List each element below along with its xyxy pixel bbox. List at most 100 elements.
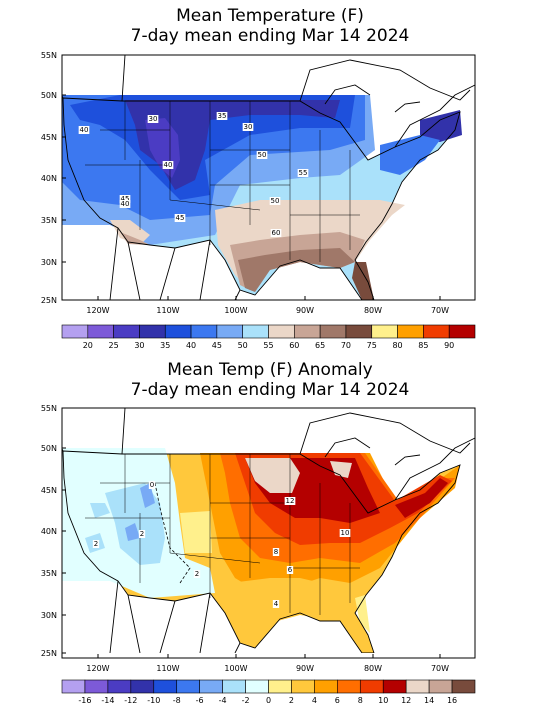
- lat-label: 55N: [41, 51, 57, 60]
- panel2-title: Mean Temp (F) Anomaly: [167, 360, 373, 380]
- legend-label: 75: [367, 341, 377, 350]
- contour-label-bg: [272, 600, 280, 608]
- legend-label: -10: [147, 696, 160, 705]
- legend-label: 8: [358, 696, 363, 705]
- contour-label-bg: [162, 161, 174, 169]
- legend-label: 35: [160, 341, 170, 350]
- lat-label: 25N: [41, 649, 57, 658]
- legend-swatch: [84, 679, 109, 694]
- panel2-contour-labels: 0 2 2 2 12 10 8 6 4: [92, 481, 351, 608]
- legend-swatch: [314, 679, 338, 694]
- contour-label: 30: [244, 123, 253, 131]
- lon-label: 110W: [156, 306, 179, 315]
- legend-label: 4: [312, 696, 317, 705]
- contour-label-bg: [216, 112, 228, 120]
- contour-label: 0: [150, 481, 154, 489]
- contour-label: 30: [149, 115, 158, 123]
- legend-swatch: [153, 679, 178, 694]
- legend-label: -4: [219, 696, 227, 705]
- contour-label: 40: [121, 200, 130, 208]
- lat-label: 35N: [41, 569, 57, 578]
- legend-label: 90: [444, 341, 454, 350]
- lat-label: 30N: [41, 258, 57, 267]
- lat-label: 55N: [41, 404, 57, 413]
- lon-label: 80W: [364, 306, 382, 315]
- contour-label-bg: [119, 200, 131, 208]
- legend-label: -16: [78, 696, 91, 705]
- lon-label: 70W: [431, 664, 449, 673]
- legend-swatch: [268, 324, 295, 339]
- legend-swatch: [216, 324, 243, 339]
- legend-swatch: [359, 679, 384, 694]
- panel1-legend: 20 25 30 35 40 45 50 55 60 65 70 75 80 85 90: [61, 324, 476, 350]
- legend-swatch: [294, 324, 321, 339]
- legend-label: 16: [447, 696, 457, 705]
- legend-label: 80: [392, 341, 402, 350]
- contour-label-bg: [174, 214, 186, 222]
- panel2-lon-labels: 120W 110W 100W 90W 80W 70W: [86, 654, 449, 673]
- legend-label: 12: [401, 696, 411, 705]
- panel1-coastlines: [62, 55, 475, 300]
- contour-label: 50: [271, 197, 280, 205]
- contour-label: 4: [274, 600, 279, 608]
- panel1-lat-labels: 55N 50N 45N 40N 35N 30N 25N: [41, 51, 66, 305]
- lon-label: 70W: [431, 306, 449, 315]
- panel2-subtitle: 7-day mean ending Mar 14 2024: [130, 380, 410, 400]
- contour-label: 45: [176, 214, 185, 222]
- legend-label: -14: [101, 696, 114, 705]
- lat-label: 30N: [41, 611, 57, 620]
- contour-label: 50: [258, 151, 267, 159]
- legend-swatch: [345, 324, 373, 339]
- contour-label-bg: [92, 540, 100, 548]
- legend-swatch: [268, 679, 292, 694]
- lon-label: 100W: [224, 306, 247, 315]
- lon-label: 80W: [364, 664, 382, 673]
- legend-label: 85: [418, 341, 428, 350]
- panel1-subtitle: 7-day mean ending Mar 14 2024: [130, 26, 410, 46]
- legend-swatch: [61, 679, 86, 694]
- legend-swatch: [337, 679, 361, 694]
- legend-label: 40: [186, 341, 196, 350]
- contour-label-bg: [284, 497, 296, 505]
- lon-label: 120W: [86, 664, 109, 673]
- legend-label: 70: [341, 341, 351, 350]
- legend-swatch: [176, 679, 200, 694]
- legend-swatch: [242, 324, 269, 339]
- legend-label: 6: [335, 696, 340, 705]
- contour-label: 2: [140, 530, 144, 538]
- legend-swatch: [448, 324, 476, 339]
- legend-label: 25: [109, 341, 119, 350]
- legend-swatch: [139, 324, 166, 339]
- panel2-anomaly-field: [62, 448, 460, 653]
- legend-swatch: [245, 679, 269, 694]
- legend-swatch: [113, 324, 140, 339]
- contour-label-bg: [78, 126, 90, 134]
- contour-label: 6: [288, 566, 293, 574]
- lat-label: 25N: [41, 296, 57, 305]
- contour-label-bg: [256, 151, 268, 159]
- legend-swatch: [319, 324, 347, 339]
- legend-label: -6: [196, 696, 204, 705]
- legend-swatch: [87, 324, 114, 339]
- contour-label-bg: [148, 481, 156, 489]
- contour-label: 40: [164, 161, 173, 169]
- lon-label: 90W: [296, 306, 314, 315]
- contour-label: 2: [94, 540, 98, 548]
- lat-label: 40N: [41, 527, 57, 536]
- legend-swatch: [130, 679, 155, 694]
- contour-label-bg: [297, 169, 309, 177]
- lat-label: 45N: [41, 133, 57, 142]
- panel1-temperature-field: [62, 95, 462, 300]
- legend-swatch: [107, 679, 132, 694]
- contour-label: 10: [341, 529, 350, 537]
- legend-label: 10: [378, 696, 388, 705]
- lon-label: 110W: [156, 664, 179, 673]
- legend-label: 14: [424, 696, 434, 705]
- panel1-title: Mean Temperature (F): [176, 6, 364, 26]
- contour-label-bg: [339, 529, 351, 537]
- contour-label-bg: [242, 123, 254, 131]
- legend-swatch: [291, 679, 315, 694]
